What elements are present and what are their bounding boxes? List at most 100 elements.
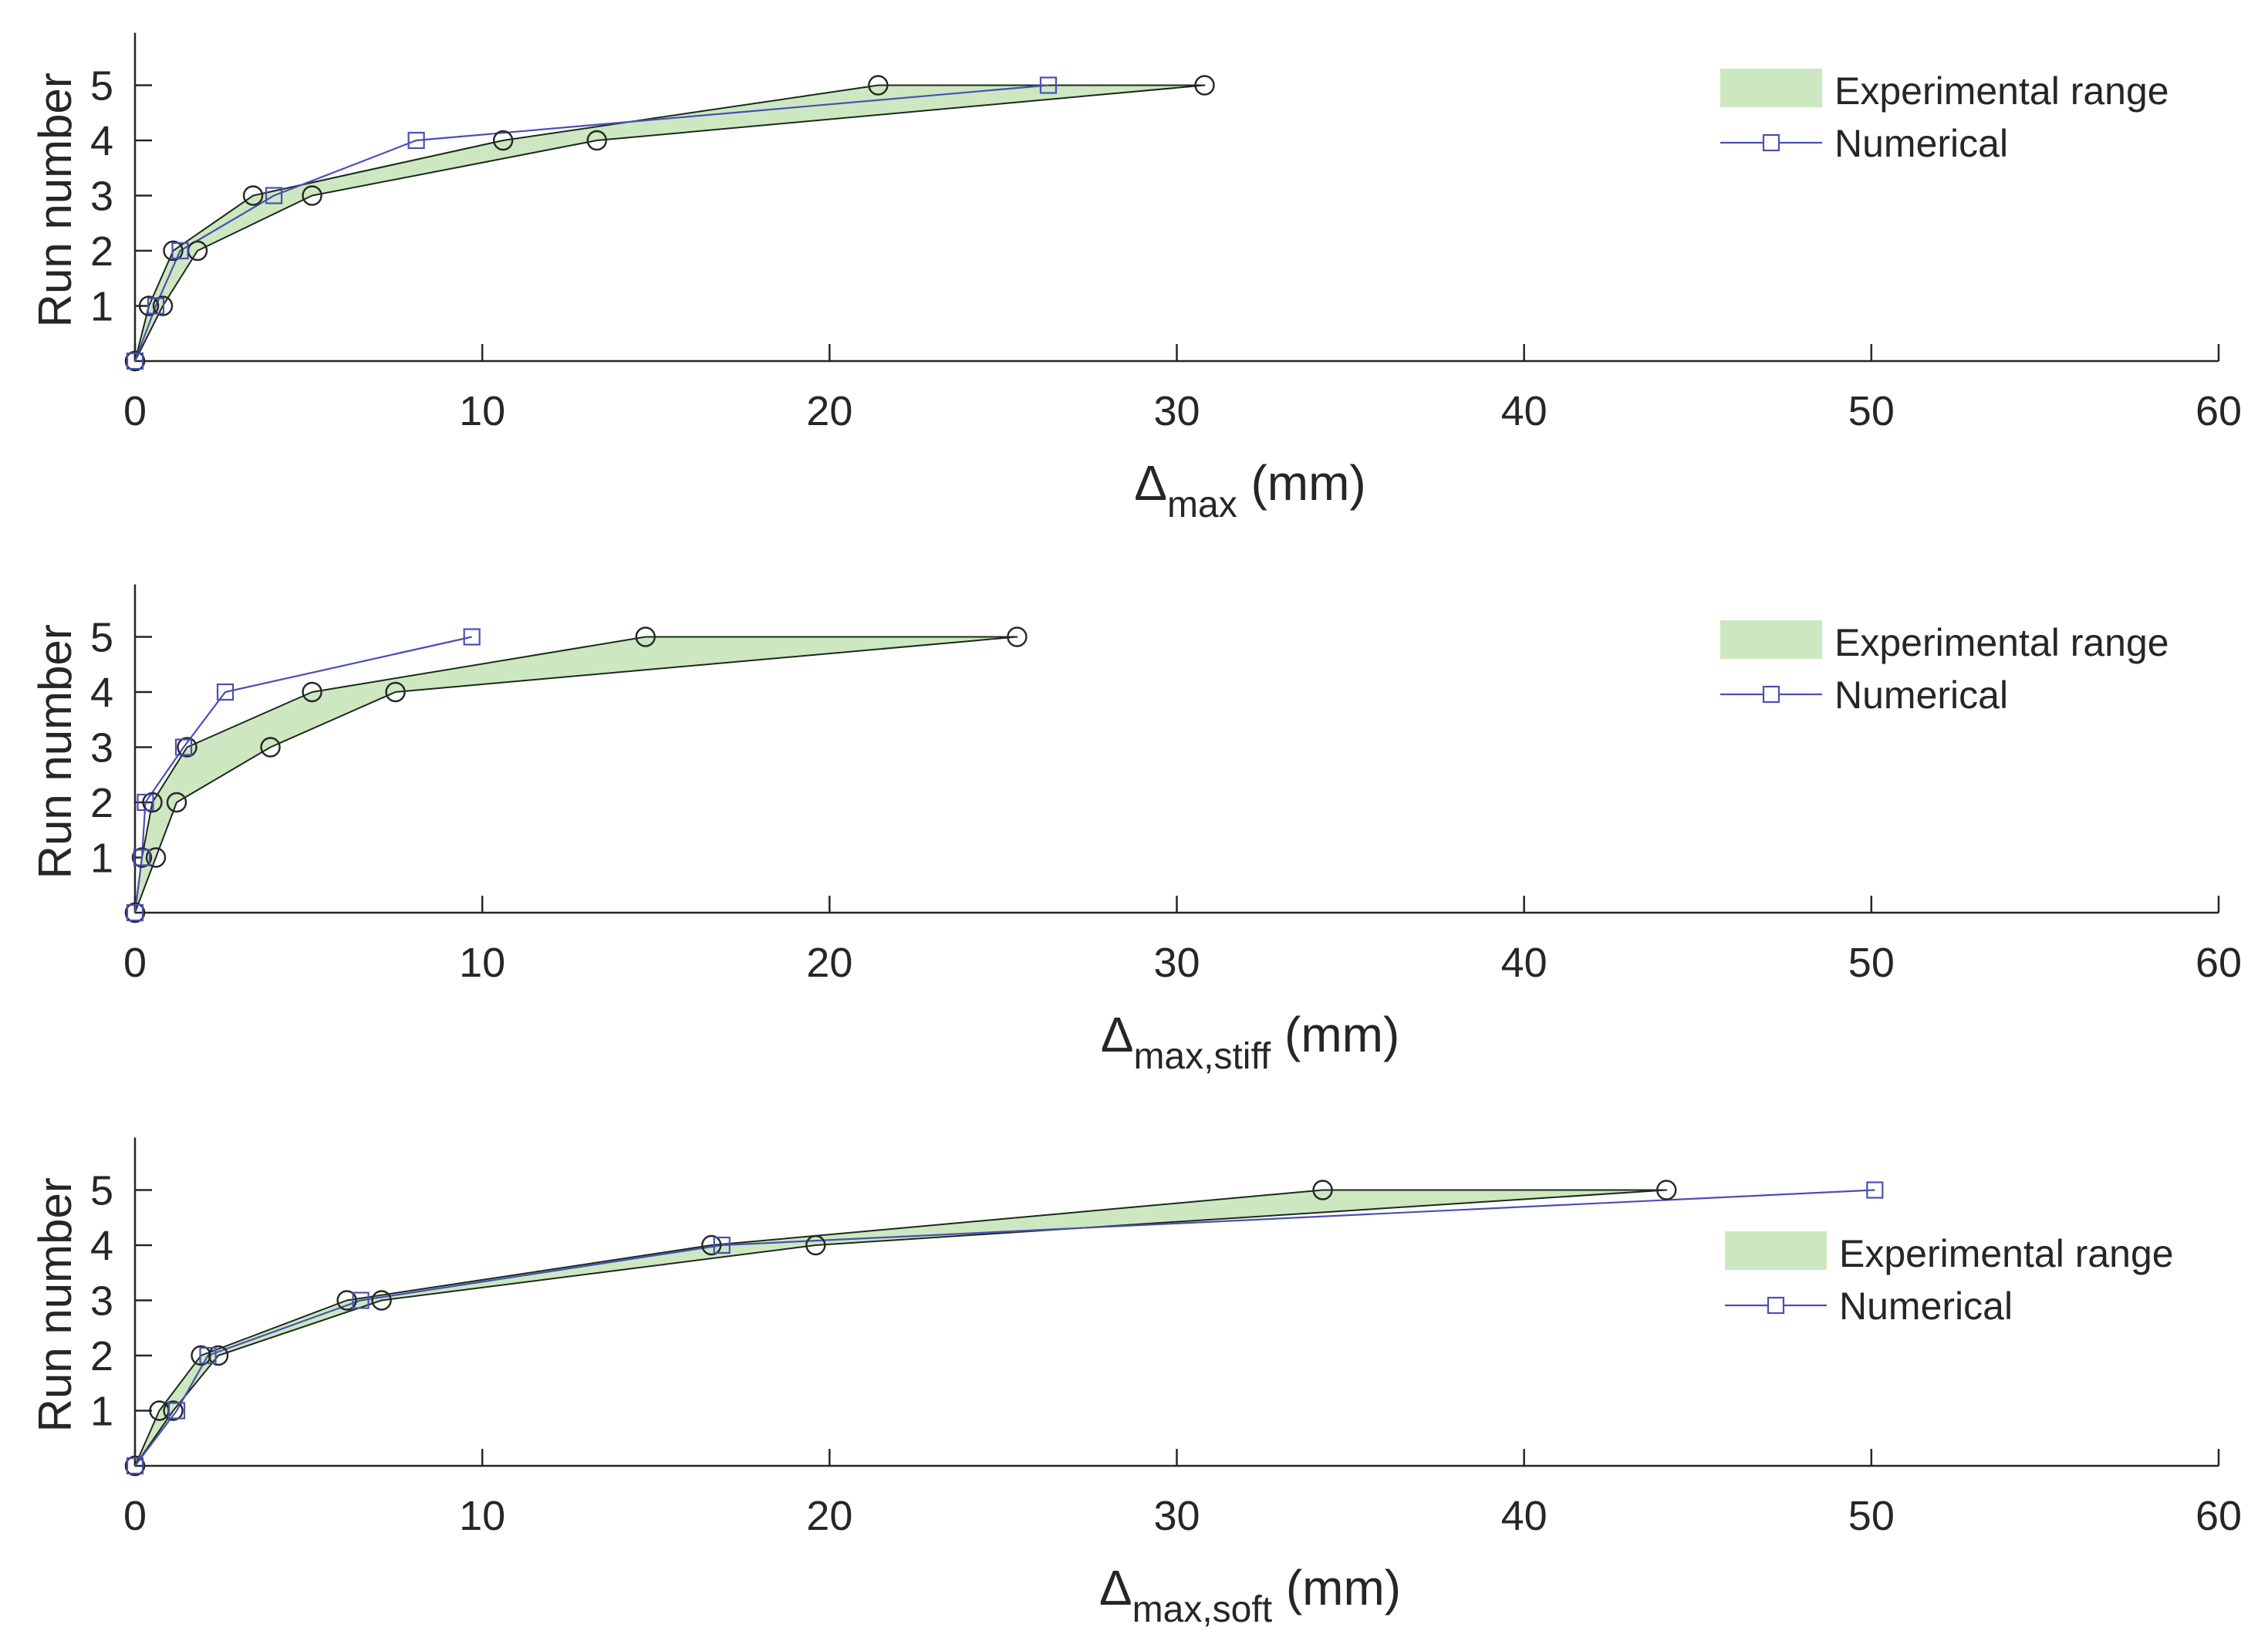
experimental-min-point bbox=[635, 626, 656, 647]
numerical-point bbox=[216, 683, 235, 701]
experimental-max-point bbox=[385, 681, 406, 703]
x-axis-label: Δmax,soft (mm) bbox=[1099, 1560, 1401, 1630]
numerical-point bbox=[407, 131, 425, 150]
x-tick-label: 0 bbox=[123, 388, 147, 434]
x-tick-label: 20 bbox=[806, 388, 852, 434]
legend-swatch-range bbox=[1720, 620, 1822, 659]
experimental-range-area bbox=[134, 636, 1018, 913]
experimental-max-point bbox=[260, 737, 281, 758]
numerical-point bbox=[137, 793, 154, 812]
x-tick-label: 50 bbox=[1848, 388, 1895, 434]
experimental-max-point bbox=[163, 1400, 184, 1421]
experimental-max-point bbox=[805, 1234, 826, 1256]
numerical-point bbox=[133, 849, 151, 866]
x-axis-label-subscript: max bbox=[1167, 484, 1237, 525]
y-tick-label: 1 bbox=[90, 1389, 113, 1435]
numerical-point bbox=[167, 1402, 186, 1420]
x-axis-label: Δmax (mm) bbox=[1134, 455, 1365, 525]
experimental-max-point bbox=[208, 1345, 229, 1366]
experimental-max-point bbox=[1007, 626, 1028, 647]
legend-label-numerical: Numerical bbox=[1839, 1285, 2013, 1328]
y-tick-label: 2 bbox=[90, 228, 113, 275]
y-tick-label: 1 bbox=[90, 284, 113, 330]
x-tick-label: 30 bbox=[1153, 1493, 1200, 1539]
y-tick-label: 1 bbox=[90, 836, 113, 882]
experimental-min-point bbox=[142, 792, 163, 813]
legend-swatch-range bbox=[1720, 69, 1822, 107]
x-tick-label: 20 bbox=[806, 1493, 852, 1539]
experimental-min-point bbox=[177, 737, 197, 758]
y-axis-label: Run number bbox=[29, 624, 81, 879]
y-tick-label: 3 bbox=[90, 1278, 113, 1325]
numerical-point bbox=[352, 1291, 370, 1309]
numerical-point bbox=[126, 352, 144, 370]
experimental-min-point bbox=[242, 185, 264, 206]
x-tick-label: 30 bbox=[1153, 388, 1200, 434]
x-axis-label: Δmax,stiff (mm) bbox=[1101, 1007, 1400, 1077]
x-tick-label: 20 bbox=[806, 940, 852, 986]
x-axis-label-symbol: Δ bbox=[1099, 1560, 1132, 1616]
numerical-point bbox=[126, 1457, 144, 1475]
x-tick-label: 60 bbox=[2195, 940, 2242, 986]
x-tick-label: 10 bbox=[459, 388, 505, 434]
x-axis-label-subscript: max,soft bbox=[1132, 1589, 1272, 1630]
experimental-min-point bbox=[1312, 1180, 1333, 1200]
experimental-range-area bbox=[134, 84, 1206, 362]
experimental-max-point bbox=[145, 847, 167, 868]
legend-label-numerical: Numerical bbox=[1834, 122, 2008, 165]
experimental-max-point bbox=[166, 792, 187, 813]
experimental-max-point bbox=[371, 1290, 392, 1311]
x-tick-label: 60 bbox=[2195, 388, 2242, 434]
x-tick-label: 50 bbox=[1848, 1493, 1895, 1539]
legend-marker-numerical bbox=[1767, 1296, 1785, 1315]
experimental-max-point bbox=[302, 185, 322, 206]
legend-label-range: Experimental range bbox=[1834, 69, 2169, 113]
y-tick-label: 4 bbox=[90, 118, 113, 164]
experimental-max-point bbox=[1194, 75, 1215, 96]
y-tick-label: 3 bbox=[90, 725, 113, 771]
experimental-range-area bbox=[134, 1189, 1668, 1467]
numerical-point bbox=[147, 297, 165, 315]
experimental-min-point bbox=[492, 130, 514, 151]
experimental-max-point bbox=[124, 350, 146, 372]
y-axis-label: Run number bbox=[29, 1177, 81, 1432]
x-tick-label: 40 bbox=[1501, 1493, 1547, 1539]
y-tick-label: 2 bbox=[90, 1333, 113, 1379]
experimental-min-point bbox=[131, 847, 153, 868]
experimental-max-point bbox=[1656, 1180, 1677, 1200]
x-axis-label-unit: (mm) bbox=[1271, 1007, 1399, 1062]
y-tick-label: 4 bbox=[90, 1223, 113, 1269]
numerical-point bbox=[126, 903, 144, 922]
x-tick-label: 50 bbox=[1848, 940, 1895, 986]
numerical-point bbox=[713, 1236, 731, 1254]
y-tick-label: 2 bbox=[90, 780, 113, 826]
experimental-min-point bbox=[701, 1234, 722, 1256]
legend-swatch-range bbox=[1725, 1231, 1827, 1270]
numerical-point bbox=[265, 187, 283, 204]
x-axis-label-unit: (mm) bbox=[1272, 1560, 1401, 1616]
numerical-point bbox=[199, 1346, 217, 1365]
x-axis-label-unit: (mm) bbox=[1237, 455, 1366, 511]
experimental-min-point bbox=[163, 240, 184, 262]
experimental-max-point bbox=[152, 295, 174, 316]
y-tick-label: 5 bbox=[90, 1168, 113, 1214]
x-axis-label-symbol: Δ bbox=[1101, 1007, 1134, 1062]
x-tick-label: 30 bbox=[1153, 940, 1200, 986]
legend-label-range: Experimental range bbox=[1834, 621, 2169, 664]
experimental-min-point bbox=[336, 1290, 357, 1311]
numerical-series-line bbox=[134, 1189, 1875, 1467]
legend-label-range: Experimental range bbox=[1839, 1232, 2174, 1275]
experimental-max-point bbox=[124, 1455, 146, 1477]
experimental-min-point bbox=[138, 295, 160, 316]
y-tick-label: 5 bbox=[90, 615, 113, 661]
x-tick-label: 10 bbox=[459, 940, 505, 986]
experimental-max-point bbox=[124, 902, 146, 923]
y-axis-label: Run number bbox=[29, 73, 81, 327]
legend-label-numerical: Numerical bbox=[1834, 674, 2008, 717]
x-tick-label: 0 bbox=[123, 1493, 147, 1539]
y-tick-label: 3 bbox=[90, 174, 113, 220]
